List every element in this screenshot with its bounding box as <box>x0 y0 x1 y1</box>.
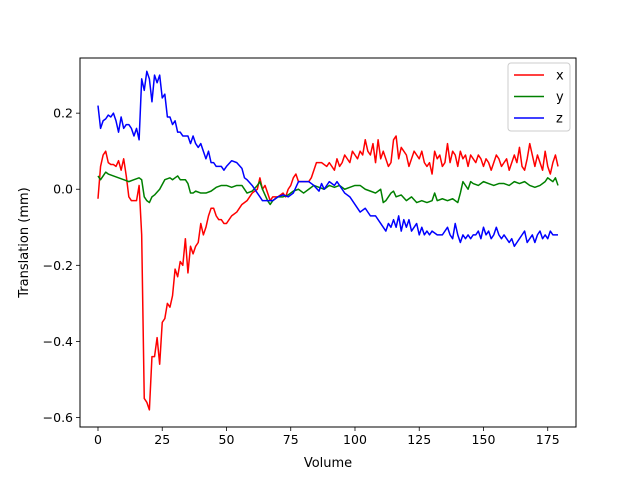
y-tick-label: 0.0 <box>53 182 73 197</box>
x-axis-label: Volume <box>304 456 352 471</box>
y-tick-label: −0.6 <box>43 410 73 425</box>
x-tick-label: 175 <box>536 432 560 447</box>
legend-label-y: y <box>556 90 564 105</box>
y-tick-label: −0.2 <box>43 258 73 273</box>
x-axis-ticks: 0 25 50 75 100 125 150 175 <box>94 427 560 447</box>
x-tick-label: 125 <box>407 432 431 447</box>
y-axis-ticks: −0.6 −0.4 −0.2 0.0 0.2 <box>43 106 80 425</box>
x-tick-label: 0 <box>94 432 102 447</box>
series-line-x <box>97 135 559 411</box>
axes-frame <box>79 57 577 428</box>
series-line-y <box>97 171 559 206</box>
x-tick-label: 100 <box>343 432 367 447</box>
legend: xyz <box>507 62 571 132</box>
legend-label-z: z <box>556 112 563 127</box>
legend-label-x: x <box>556 69 564 84</box>
y-axis-label: Translation (mm) <box>17 187 32 298</box>
x-tick-label: 75 <box>283 432 299 447</box>
series-line-z <box>97 70 559 248</box>
x-tick-label: 50 <box>219 432 235 447</box>
x-tick-label: 25 <box>154 432 170 447</box>
y-tick-label: −0.4 <box>43 334 73 349</box>
plot-area <box>97 70 559 411</box>
y-tick-label: 0.2 <box>53 106 73 121</box>
x-tick-label: 150 <box>472 432 496 447</box>
